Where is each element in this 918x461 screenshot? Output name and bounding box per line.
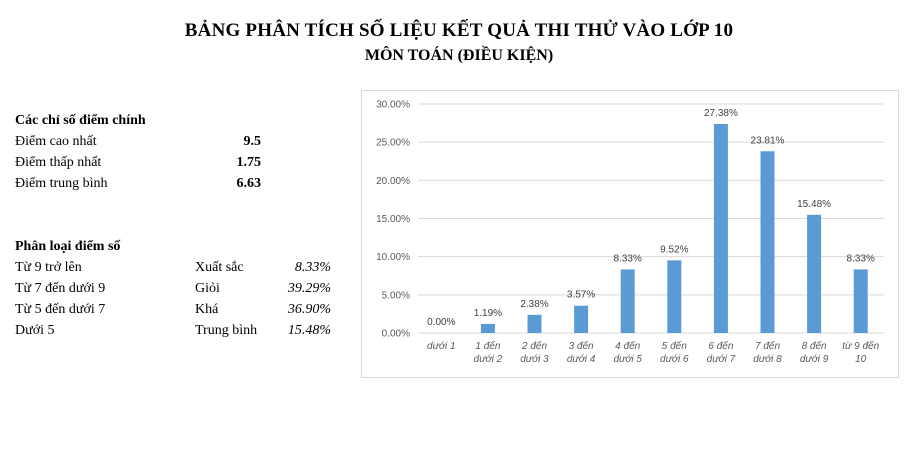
- data-label: 27.38%: [704, 108, 738, 119]
- y-tick-label: 15.00%: [376, 214, 410, 225]
- class-rank: Giỏi: [195, 281, 220, 296]
- x-tick-label: 8 đến dưới 9: [800, 340, 829, 365]
- stat-label: Điểm thấp nhất: [15, 155, 102, 170]
- data-label: 8.33%: [614, 253, 642, 264]
- stat-value: 1.75: [236, 155, 262, 170]
- x-tick-label: từ 9 đến 10: [842, 340, 879, 365]
- class-percent: 8.33%: [294, 260, 331, 275]
- bar: [480, 323, 495, 333]
- data-label: 15.48%: [797, 199, 831, 210]
- data-label: 3.57%: [567, 290, 595, 301]
- stat-value: 9.5: [243, 134, 262, 149]
- y-tick-label: 5.00%: [382, 290, 410, 301]
- key-stats-heading: Các chỉ số điểm chính: [15, 113, 146, 128]
- bar: [713, 123, 728, 333]
- bar: [527, 314, 542, 333]
- page-subtitle: MÔN TOÁN (ĐIỀU KIỆN): [364, 47, 554, 64]
- data-label: 0.00%: [427, 317, 455, 328]
- x-tick-label: 3 đến dưới 4: [567, 340, 596, 365]
- stat-label: Điểm cao nhất: [15, 134, 97, 149]
- score-distribution-chart: 0.00% 5.00% 10.00% 15.00% 20.00% 25.00% 30.00%…: [361, 90, 899, 378]
- y-tick-label: 25.00%: [376, 138, 410, 149]
- data-label: 8.33%: [847, 253, 875, 264]
- bar: [667, 260, 682, 333]
- bar: [620, 269, 635, 333]
- y-tick-label: 0.00%: [382, 329, 410, 340]
- x-tick-label: 6 đến dưới 7: [707, 340, 736, 365]
- bar: [760, 151, 775, 333]
- x-tick-label: 7 đến dưới 8: [753, 340, 782, 365]
- data-label: 2.38%: [520, 299, 548, 310]
- class-percent: 39.29%: [287, 281, 331, 296]
- y-tick-label: 20.00%: [376, 176, 410, 187]
- bar: [853, 269, 868, 333]
- x-tick-label: 2 đến dưới 3: [520, 340, 549, 365]
- class-rank: Xuất sắc: [195, 260, 244, 275]
- stat-value: 6.63: [236, 176, 262, 191]
- data-label: 9.52%: [660, 244, 688, 255]
- x-tick-label: 4 đến dưới 5: [613, 340, 642, 365]
- class-percent: 15.48%: [287, 323, 331, 338]
- bar: [574, 305, 589, 333]
- bar: [807, 214, 822, 333]
- stat-label: Điểm trung bình: [15, 176, 108, 191]
- page-title: BẢNG PHÂN TÍCH SỐ LIỆU KẾT QUẢ THI THỬ V…: [184, 20, 734, 41]
- class-rank: Trung bình: [195, 323, 258, 338]
- class-range: Từ 5 đến dưới 7: [15, 302, 106, 317]
- classification-heading: Phân loại điểm số: [15, 239, 121, 254]
- x-tick-label: 5 đến dưới 6: [660, 340, 689, 365]
- chart-canvas: 0.00% 5.00% 10.00% 15.00% 20.00% 25.00% 30.00%…: [376, 100, 884, 365]
- class-percent: 36.90%: [287, 302, 331, 317]
- class-rank: Khá: [195, 302, 219, 317]
- y-tick-label: 30.00%: [376, 100, 410, 111]
- y-tick-label: 10.00%: [376, 252, 410, 263]
- class-range: Dưới 5: [15, 323, 55, 338]
- class-range: Từ 9 trở lên: [15, 260, 82, 275]
- x-tick-label: 1 đến dưới 2: [474, 340, 503, 365]
- data-label: 23.81%: [751, 135, 785, 146]
- data-label: 1.19%: [474, 308, 502, 319]
- x-tick-label: dưới 1: [427, 341, 456, 352]
- class-range: Từ 7 đến dưới 9: [15, 281, 106, 296]
